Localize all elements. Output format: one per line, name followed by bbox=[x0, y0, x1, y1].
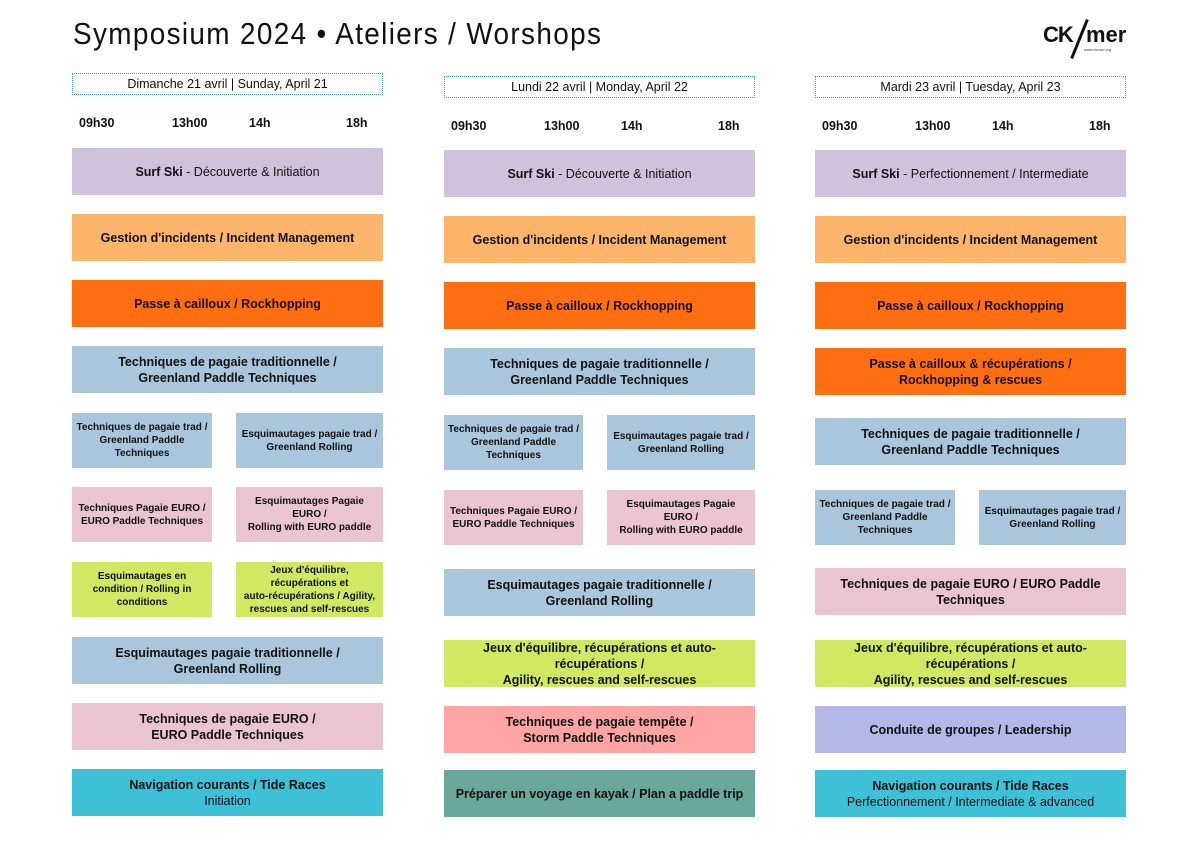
workshop-title: Gestion d'incidents / Incident Managemen… bbox=[472, 232, 727, 247]
workshop-title: Préparer un voyage en kayak / Plan a pad… bbox=[455, 786, 744, 801]
time-label: 14h bbox=[249, 116, 271, 130]
workshop-title: Esquimautages en condition / Rolling in … bbox=[92, 571, 192, 608]
workshop-level: - Découverte & Initiation bbox=[554, 166, 692, 181]
workshop-block[interactable]: Techniques de pagaie trad / Greenland Pa… bbox=[72, 413, 212, 468]
workshop-title: Jeux d'équilibre, récupérations et auto-… bbox=[243, 564, 376, 615]
workshop-block[interactable]: Passe à cailloux & récupérations / Rockh… bbox=[815, 348, 1126, 395]
workshop-block[interactable]: Techniques de pagaie tempête / Storm Pad… bbox=[444, 706, 755, 753]
workshop-level: Perfectionnement / Intermediate & advanc… bbox=[846, 794, 1095, 809]
workshop-block[interactable]: Esquimautages pagaie trad / Greenland Ro… bbox=[607, 415, 755, 470]
workshop-block[interactable]: Surf Ski - Perfectionnement / Intermedia… bbox=[815, 150, 1126, 197]
workshop-title: Techniques de pagaie tempête / Storm Pad… bbox=[505, 714, 694, 745]
workshop-block[interactable]: Gestion d'incidents / Incident Managemen… bbox=[72, 214, 383, 261]
workshop-title: Techniques de pagaie traditionnelle / Gr… bbox=[490, 356, 709, 387]
workshop-title: Techniques de pagaie traditionnelle / Gr… bbox=[118, 354, 337, 385]
workshop-title: Passe à cailloux / Rockhopping bbox=[134, 296, 321, 311]
time-label: 18h bbox=[346, 116, 368, 130]
workshop-title: Techniques de pagaie traditionnelle / Gr… bbox=[861, 426, 1080, 457]
time-label: 13h00 bbox=[915, 119, 951, 133]
workshop-title: Esquimautages pagaie trad / Greenland Ro… bbox=[984, 505, 1121, 530]
workshop-block[interactable]: Gestion d'incidents / Incident Managemen… bbox=[815, 216, 1126, 263]
workshop-block[interactable]: Esquimautages en condition / Rolling in … bbox=[72, 562, 212, 617]
workshop-block[interactable]: Passe à cailloux / Rockhopping bbox=[444, 282, 755, 329]
workshop-title: Conduite de groupes / Leadership bbox=[869, 722, 1072, 737]
workshop-block[interactable]: Techniques Pagaie EURO / EURO Paddle Tec… bbox=[444, 490, 583, 545]
workshop-block[interactable]: Passe à cailloux / Rockhopping bbox=[72, 280, 383, 327]
workshop-title: Passe à cailloux & récupérations / Rockh… bbox=[869, 356, 1072, 387]
workshop-title: Jeux d'équilibre, récupérations et auto-… bbox=[483, 640, 716, 687]
page-title: Symposium 2024 • Ateliers / Worshops bbox=[73, 16, 603, 51]
workshop-title: Esquimautages pagaie trad / Greenland Ro… bbox=[613, 430, 749, 455]
workshop-title: Esquimautages Pagaie EURO / Rolling with… bbox=[619, 499, 743, 536]
workshop-level: Initiation bbox=[204, 793, 251, 808]
workshop-block[interactable]: Esquimautages Pagaie EURO / Rolling with… bbox=[607, 490, 755, 545]
time-label: 14h bbox=[992, 119, 1014, 133]
workshop-block[interactable]: Gestion d'incidents / Incident Managemen… bbox=[444, 216, 755, 263]
workshop-block[interactable]: Jeux d'équilibre, récupérations et auto-… bbox=[444, 640, 755, 687]
time-label: 09h30 bbox=[822, 119, 858, 133]
workshop-title: Techniques de pagaie trad / Greenland Pa… bbox=[819, 499, 951, 536]
time-label: 13h00 bbox=[172, 116, 208, 130]
time-label: 14h bbox=[621, 119, 643, 133]
workshop-title: Navigation courants / Tide Races bbox=[129, 777, 326, 792]
time-label: 18h bbox=[1089, 119, 1111, 133]
workshop-title: Jeux d'équilibre, récupérations et auto-… bbox=[854, 640, 1087, 687]
workshop-title: Techniques de pagaie trad / Greenland Pa… bbox=[448, 424, 579, 461]
workshop-block[interactable]: Conduite de groupes / Leadership bbox=[815, 706, 1126, 753]
workshop-title: Gestion d'incidents / Incident Managemen… bbox=[100, 230, 355, 245]
logo-ck: CK bbox=[1043, 22, 1074, 47]
day-header: Dimanche 21 avril | Sunday, April 21 bbox=[72, 73, 383, 95]
workshop-block[interactable]: Esquimautages pagaie traditionnelle / Gr… bbox=[444, 569, 755, 616]
workshop-block[interactable]: Techniques de pagaie trad / Greenland Pa… bbox=[815, 490, 955, 545]
workshop-block[interactable]: Techniques de pagaie traditionnelle / Gr… bbox=[72, 346, 383, 393]
logo-url: www.ckmer.org bbox=[1084, 47, 1112, 52]
time-label: 18h bbox=[718, 119, 740, 133]
logo-mer: mer bbox=[1086, 22, 1127, 47]
workshop-title: Techniques Pagaie EURO / EURO Paddle Tec… bbox=[78, 502, 206, 527]
workshop-block[interactable]: Esquimautages Pagaie EURO / Rolling with… bbox=[236, 487, 383, 542]
workshop-block[interactable]: Préparer un voyage en kayak / Plan a pad… bbox=[444, 770, 755, 817]
workshop-block[interactable]: Surf Ski - Découverte & Initiation bbox=[444, 150, 755, 197]
time-label: 09h30 bbox=[451, 119, 487, 133]
day-header: Lundi 22 avril | Monday, April 22 bbox=[444, 76, 755, 98]
workshop-title: Techniques de pagaie EURO / EURO Paddle … bbox=[840, 576, 1101, 607]
workshop-block[interactable]: Techniques de pagaie EURO / EURO Paddle … bbox=[72, 703, 383, 750]
workshop-block[interactable]: Navigation courants / Tide Races Initiat… bbox=[72, 769, 383, 816]
workshop-level: - Perfectionnement / Intermediate bbox=[899, 166, 1089, 181]
workshop-title: Esquimautages pagaie traditionnelle / Gr… bbox=[487, 577, 712, 608]
day-header: Mardi 23 avril | Tuesday, April 23 bbox=[815, 76, 1126, 98]
workshop-title: Passe à cailloux / Rockhopping bbox=[506, 298, 693, 313]
workshop-title: Navigation courants / Tide Races bbox=[872, 778, 1069, 793]
workshop-block[interactable]: Passe à cailloux / Rockhopping bbox=[815, 282, 1126, 329]
workshop-title: Techniques de pagaie trad / Greenland Pa… bbox=[76, 422, 208, 459]
workshop-title: Esquimautages Pagaie EURO / Rolling with… bbox=[247, 496, 372, 533]
workshop-block[interactable]: Techniques de pagaie trad / Greenland Pa… bbox=[444, 415, 583, 470]
workshop-block[interactable]: Techniques de pagaie EURO / EURO Paddle … bbox=[815, 568, 1126, 615]
workshop-block[interactable]: Techniques de pagaie traditionnelle / Gr… bbox=[444, 348, 755, 395]
workshop-block[interactable]: Jeux d'équilibre, récupérations et auto-… bbox=[815, 640, 1126, 687]
workshop-block[interactable]: Jeux d'équilibre, récupérations et auto-… bbox=[236, 562, 383, 617]
workshop-title: Surf Ski bbox=[852, 166, 900, 181]
time-label: 13h00 bbox=[544, 119, 580, 133]
workshop-title: Techniques de pagaie EURO / EURO Paddle … bbox=[139, 711, 316, 742]
ckmer-logo: CK mer www.ckmer.org bbox=[1040, 18, 1130, 60]
workshop-block[interactable]: Esquimautages pagaie traditionnelle / Gr… bbox=[72, 637, 383, 684]
workshop-block[interactable]: Techniques Pagaie EURO / EURO Paddle Tec… bbox=[72, 487, 212, 542]
workshop-title: Esquimautages pagaie traditionnelle / Gr… bbox=[115, 645, 340, 676]
workshop-title: Techniques Pagaie EURO / EURO Paddle Tec… bbox=[449, 505, 578, 530]
time-label: 09h30 bbox=[79, 116, 115, 130]
workshop-level: - Découverte & Initiation bbox=[182, 164, 320, 179]
workshop-title: Surf Ski bbox=[135, 164, 183, 179]
workshop-block[interactable]: Esquimautages pagaie trad / Greenland Ro… bbox=[979, 490, 1126, 545]
workshop-block[interactable]: Techniques de pagaie traditionnelle / Gr… bbox=[815, 418, 1126, 465]
workshop-block[interactable]: Navigation courants / Tide Races Perfect… bbox=[815, 770, 1126, 817]
workshop-title: Passe à cailloux / Rockhopping bbox=[877, 298, 1064, 313]
workshop-title: Gestion d'incidents / Incident Managemen… bbox=[843, 232, 1098, 247]
workshop-title: Esquimautages pagaie trad / Greenland Ro… bbox=[241, 428, 378, 453]
workshop-title: Surf Ski bbox=[507, 166, 555, 181]
workshop-block[interactable]: Surf Ski - Découverte & Initiation bbox=[72, 148, 383, 195]
workshop-block[interactable]: Esquimautages pagaie trad / Greenland Ro… bbox=[236, 413, 383, 468]
